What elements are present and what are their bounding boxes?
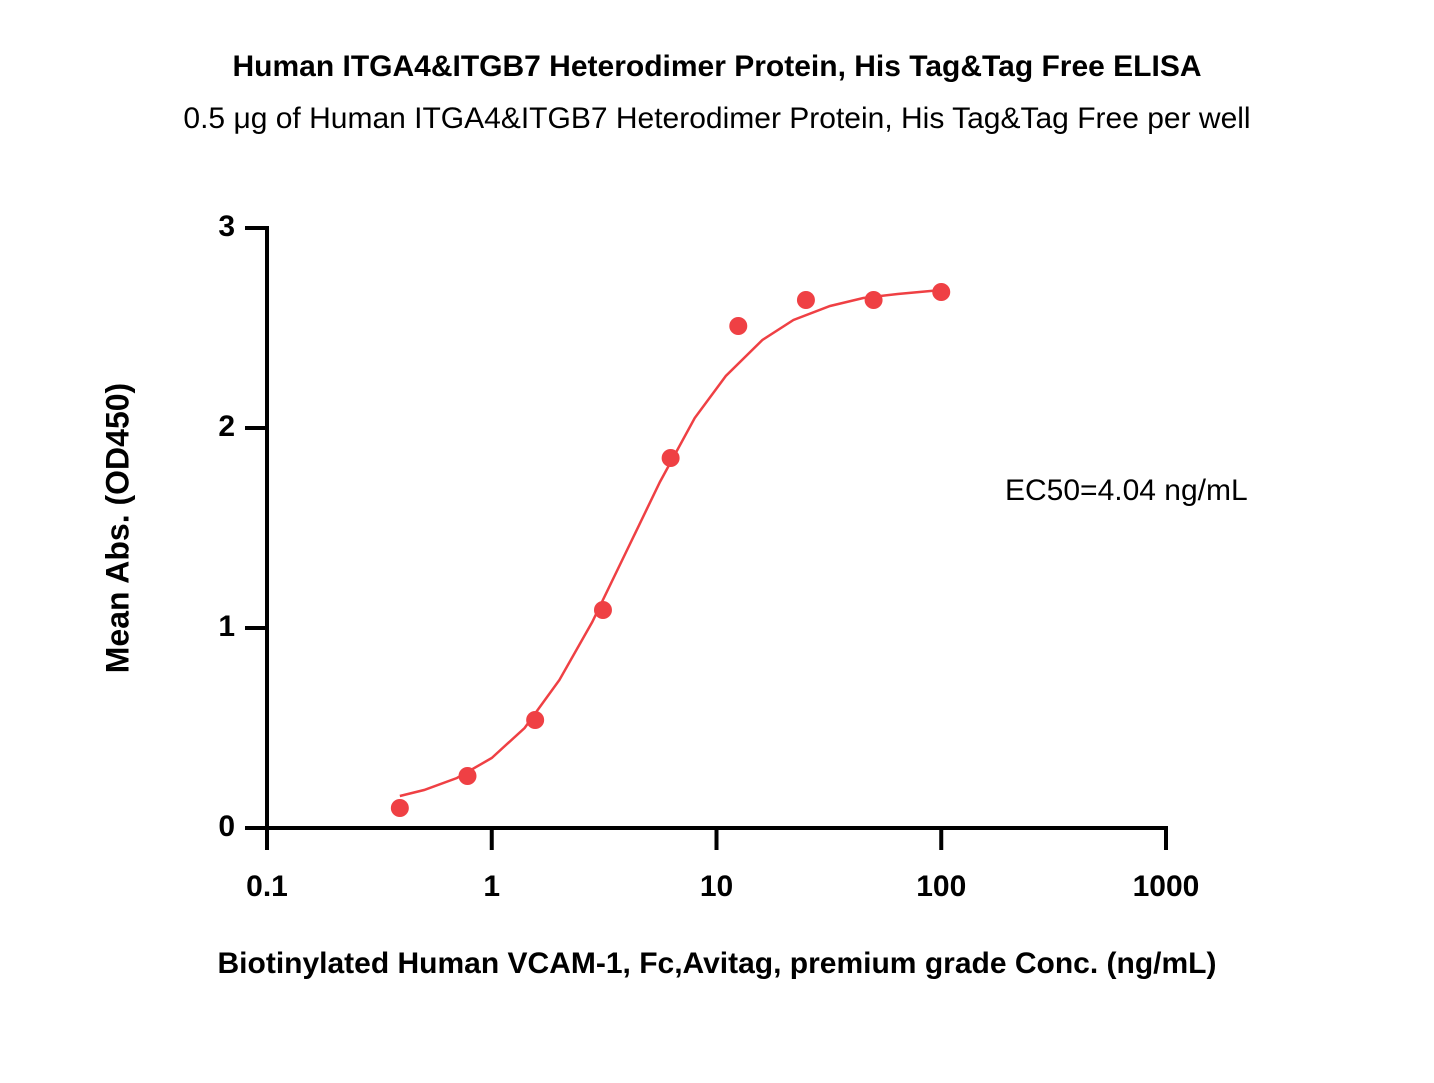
x-tick-label: 1 (483, 870, 500, 903)
data-point (458, 767, 477, 785)
chart-title: Human ITGA4&ITGB7 Heterodimer Protein, H… (232, 50, 1201, 83)
chart-subtitle: 0.5 μg of Human ITGA4&ITGB7 Heterodimer … (183, 102, 1250, 135)
data-point (796, 291, 815, 309)
y-tick-label: 2 (218, 410, 235, 443)
y-tick-label: 1 (218, 610, 235, 643)
data-point (661, 449, 680, 467)
fit-curve (399, 288, 942, 798)
data-point (864, 291, 883, 309)
y-tick-label: 3 (218, 210, 235, 243)
y-tick-label: 0 (218, 810, 235, 843)
data-point (526, 711, 545, 729)
data-point (390, 799, 409, 817)
x-tick-label: 0.1 (246, 870, 288, 903)
x-tick-label: 10 (700, 870, 733, 903)
data-point (729, 317, 748, 335)
x-tick-label: 100 (916, 870, 966, 903)
y-axis-label: Mean Abs. (OD450) (99, 383, 135, 673)
data-point (932, 283, 951, 301)
x-axis-label: Biotinylated Human VCAM-1, Fc,Avitag, pr… (218, 947, 1217, 980)
annotation: EC50=4.04 ng/mL (1005, 474, 1248, 507)
x-tick-label: 1000 (1133, 870, 1200, 903)
data-point (593, 601, 612, 619)
